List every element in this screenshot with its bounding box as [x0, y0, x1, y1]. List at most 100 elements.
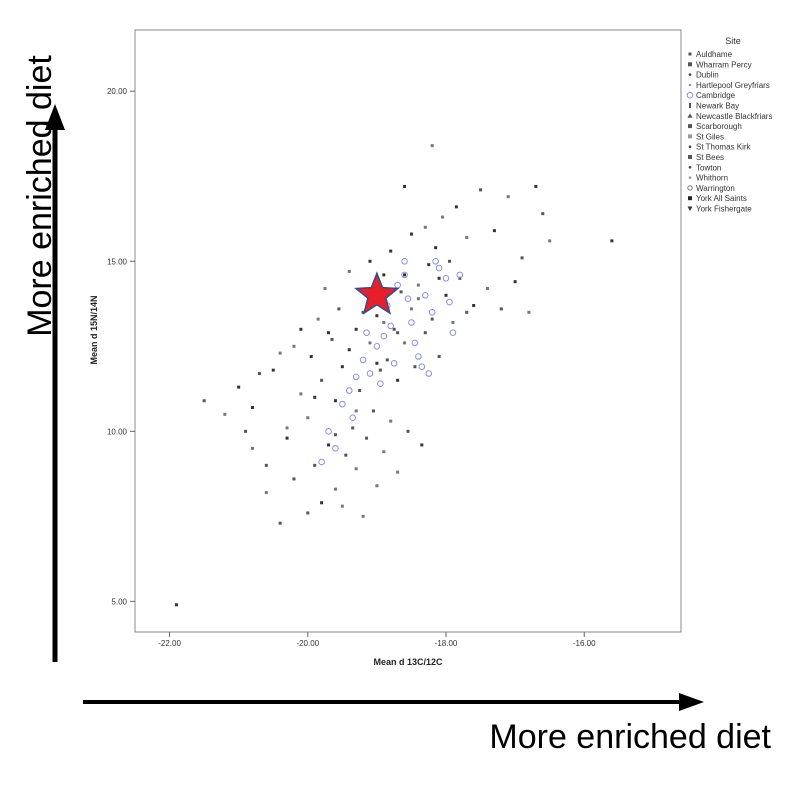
x-tick-label: -22.00: [158, 639, 181, 648]
data-point: [313, 395, 317, 399]
legend-entry: York Fishergate: [696, 205, 752, 214]
legend-entry: Towton: [696, 163, 721, 172]
data-point: [548, 239, 552, 243]
data-point: [337, 307, 341, 311]
data-point: [174, 603, 178, 607]
x-arrow-label: More enriched diet: [489, 718, 771, 756]
data-point: [465, 310, 469, 314]
data-point: [368, 259, 372, 263]
data-point: [382, 320, 386, 324]
cambridge-point: [390, 360, 398, 367]
data-point: [382, 273, 386, 277]
y-tick-label: 20.00: [107, 87, 128, 96]
x-arrow: [83, 693, 704, 711]
cambridge-point: [359, 356, 367, 364]
x-axis-title: Mean d 13C/12C: [373, 657, 443, 667]
data-point: [333, 487, 337, 491]
data-point: [375, 361, 379, 365]
data-point: [347, 269, 351, 273]
cambridge-point: [449, 329, 457, 337]
cambridge-point: [377, 380, 384, 388]
cambridge-point: [401, 271, 408, 279]
data-point: [382, 450, 386, 454]
data-point: [340, 365, 344, 369]
data-point: [320, 501, 324, 505]
data-point: [479, 188, 483, 192]
data-point: [399, 290, 403, 294]
data-point: [354, 409, 358, 413]
cambridge-point: [408, 319, 415, 326]
legend-entry: St Thomas Kirk: [696, 143, 752, 152]
data-point: [534, 184, 538, 188]
data-point: [413, 365, 417, 369]
legend-entry: York All Saints: [696, 194, 747, 203]
data-point: [427, 263, 431, 267]
data-point: [264, 491, 268, 495]
data-point: [371, 409, 375, 413]
data-point: [309, 355, 313, 359]
legend-entry: Warrington: [696, 184, 735, 193]
legend-entry: Wharram Percy: [696, 60, 752, 69]
cambridge-point: [446, 298, 453, 306]
data-point: [257, 372, 261, 376]
data-point: [237, 385, 241, 389]
legend-marker: [688, 73, 692, 76]
cambridge-point: [380, 332, 388, 340]
cambridge-point: [387, 322, 395, 330]
y-tick-label: 5.00: [111, 597, 127, 606]
data-point: [375, 314, 379, 318]
data-point: [403, 184, 407, 188]
x-tick-label: -20.00: [296, 639, 319, 648]
data-point: [365, 436, 369, 440]
cambridge-point: [349, 414, 357, 422]
data-point: [361, 514, 365, 518]
data-point: [447, 259, 451, 263]
data-point: [361, 310, 365, 314]
data-point: [244, 429, 248, 433]
data-point: [368, 341, 372, 345]
data-point: [385, 358, 389, 362]
cambridge-point: [318, 458, 325, 466]
data-point: [323, 286, 327, 290]
legend-marker: [688, 52, 692, 56]
data-point: [506, 195, 510, 199]
data-point: [327, 331, 331, 335]
cambridge-point: [366, 370, 374, 377]
legend-marker: [688, 124, 692, 129]
legend-marker: [688, 145, 692, 148]
x-tick-label: -18.00: [435, 639, 458, 648]
data-point: [333, 433, 337, 437]
data-point: [396, 470, 400, 474]
data-point: [389, 249, 393, 253]
cambridge-point: [435, 264, 443, 272]
cambridge-points: [318, 257, 464, 466]
y-axis-title: Mean d 15N/14N: [89, 295, 99, 364]
data-point: [396, 331, 400, 335]
data-point: [430, 317, 434, 321]
data-point: [403, 273, 407, 277]
data-point: [250, 406, 254, 410]
data-point: [389, 419, 393, 423]
data-point: [306, 511, 310, 515]
data-point: [271, 368, 275, 372]
data-point: [513, 280, 517, 284]
data-point: [292, 344, 296, 348]
data-point: [285, 426, 289, 430]
data-point: [485, 286, 489, 290]
cambridge-point: [363, 329, 370, 337]
data-point: [316, 317, 320, 321]
data-point: [409, 232, 413, 236]
y-tick-label: 10.00: [107, 427, 128, 436]
legend-marker: [686, 91, 694, 99]
y-arrow: [45, 104, 65, 662]
data-point: [351, 426, 355, 430]
y-axis: 5.00 10.00 15.00 20.00: [107, 87, 135, 606]
data-point: [392, 327, 396, 331]
data-point: [434, 246, 438, 250]
data-point: [472, 303, 476, 307]
data-point: [499, 307, 503, 311]
data-point: [451, 320, 455, 324]
cambridge-point: [428, 308, 436, 316]
legend-marker: [688, 155, 692, 159]
